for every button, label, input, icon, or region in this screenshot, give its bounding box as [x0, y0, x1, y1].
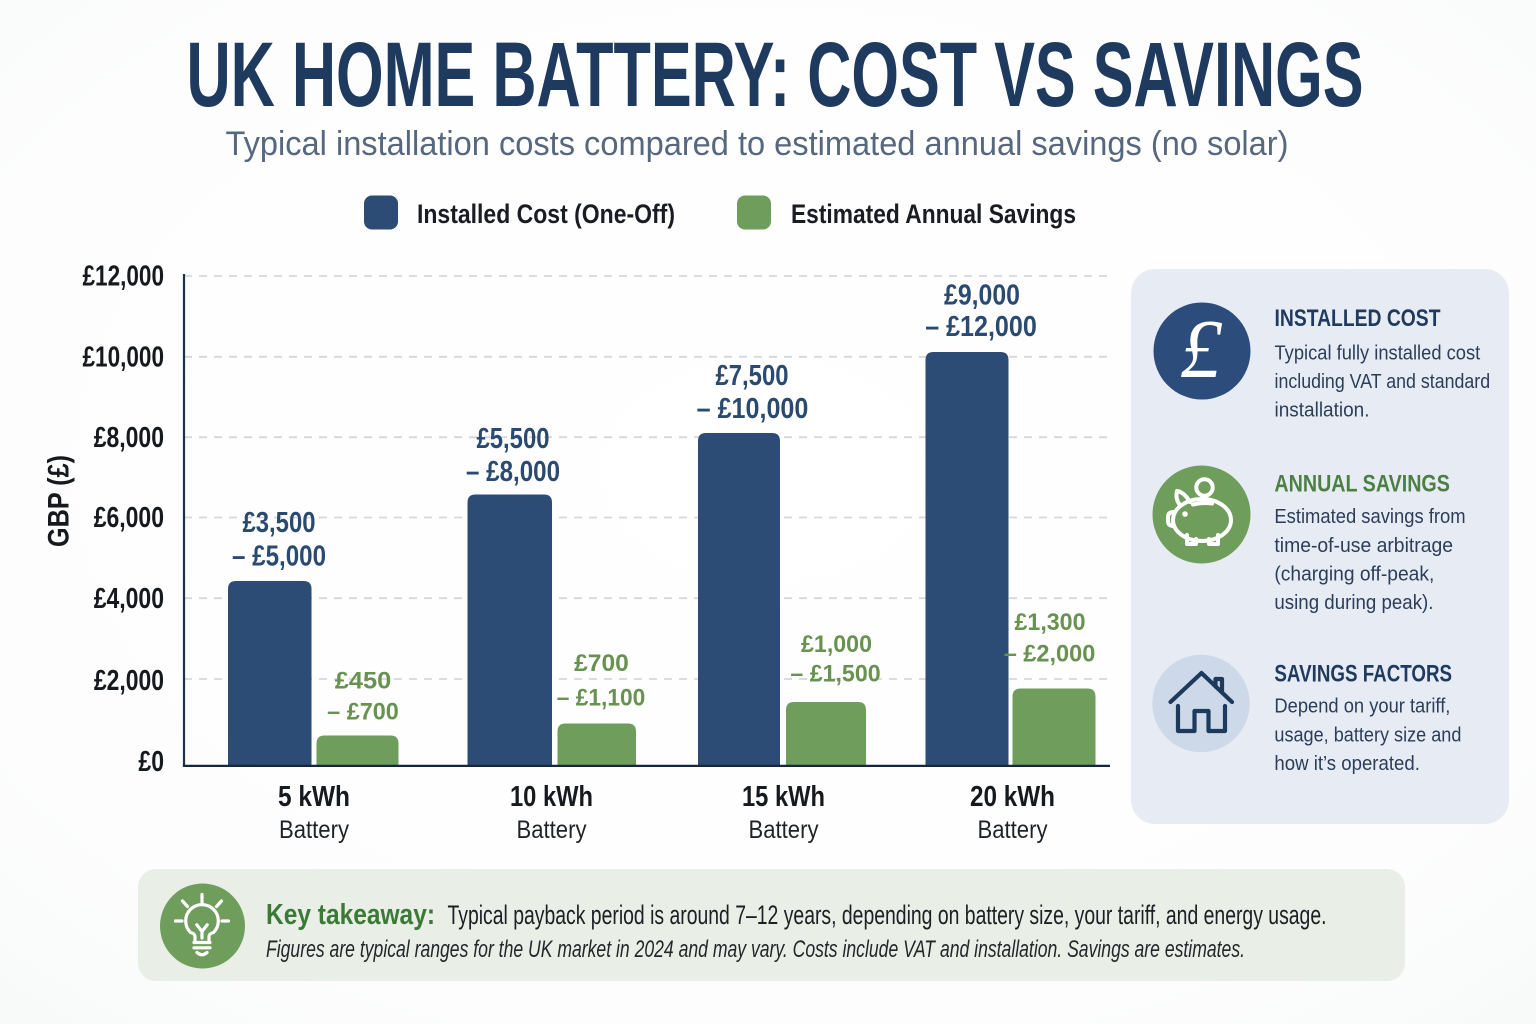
svg-text:£1,000: £1,000 [801, 631, 872, 658]
svg-text:– £2,000: – £2,000 [1004, 641, 1096, 668]
svg-text:– £1,100: – £1,100 [557, 685, 646, 712]
svg-text:Typical installation costs com: Typical installation costs compared to e… [226, 125, 1289, 163]
svg-text:– £12,000: – £12,000 [925, 311, 1037, 343]
svg-text:Figures are typical ranges for: Figures are typical ranges for the UK ma… [266, 936, 1245, 963]
svg-text:Typical payback period is arou: Typical payback period is around 7–12 ye… [448, 900, 1327, 930]
svg-text:£4,000: £4,000 [94, 583, 164, 615]
svg-text:£1,300: £1,300 [1015, 609, 1086, 636]
svg-text:Battery: Battery [517, 816, 587, 844]
svg-text:Estimated Annual Savings: Estimated Annual Savings [791, 199, 1076, 229]
svg-text:£0: £0 [138, 746, 164, 778]
svg-text:using during peak).: using during peak). [1274, 591, 1433, 614]
svg-text:including VAT and standard: including VAT and standard [1275, 370, 1491, 393]
svg-text:– £1,500: – £1,500 [790, 661, 880, 688]
svg-text:Installed Cost (One-Off): Installed Cost (One-Off) [417, 199, 675, 229]
svg-text:time-of-use arbitrage: time-of-use arbitrage [1274, 534, 1453, 557]
svg-text:Battery: Battery [978, 816, 1048, 844]
svg-text:£: £ [1180, 303, 1223, 396]
svg-text:10 kWh: 10 kWh [510, 781, 593, 813]
svg-text:20 kWh: 20 kWh [970, 781, 1055, 813]
svg-text:– £700: – £700 [327, 699, 399, 726]
svg-text:(charging off-peak,: (charging off-peak, [1274, 562, 1434, 585]
svg-text:£7,500: £7,500 [716, 360, 789, 392]
svg-text:installation.: installation. [1275, 399, 1370, 422]
svg-text:£3,500: £3,500 [243, 507, 316, 539]
svg-text:£5,500: £5,500 [477, 423, 550, 455]
svg-text:£8,000: £8,000 [94, 422, 164, 454]
svg-text:– £10,000: – £10,000 [697, 393, 809, 425]
svg-text:£10,000: £10,000 [83, 342, 165, 374]
svg-text:Typical fully installed cost: Typical fully installed cost [1275, 341, 1481, 364]
svg-text:INSTALLED COST: INSTALLED COST [1275, 305, 1441, 332]
svg-text:£450: £450 [335, 668, 392, 695]
svg-text:£9,000: £9,000 [944, 280, 1020, 312]
svg-text:Key takeaway:: Key takeaway: [266, 899, 435, 931]
svg-text:Battery: Battery [279, 816, 349, 844]
svg-text:Battery: Battery [749, 816, 819, 844]
svg-text:GBP (£): GBP (£) [43, 455, 76, 547]
svg-text:SAVINGS FACTORS: SAVINGS FACTORS [1274, 660, 1452, 687]
svg-text:how it’s operated.: how it’s operated. [1274, 752, 1420, 775]
svg-text:£2,000: £2,000 [94, 665, 164, 697]
svg-text:Estimated savings from: Estimated savings from [1274, 505, 1465, 528]
svg-text:£700: £700 [574, 650, 629, 677]
svg-text:UK HOME BATTERY: COST VS SAVIN: UK HOME BATTERY: COST VS SAVINGS [187, 24, 1364, 126]
svg-text:– £5,000: – £5,000 [232, 541, 326, 573]
svg-text:ANNUAL SAVINGS: ANNUAL SAVINGS [1274, 470, 1450, 497]
svg-text:5 kWh: 5 kWh [278, 781, 350, 813]
svg-text:Depend on your tariff,: Depend on your tariff, [1274, 695, 1450, 718]
svg-text:15 kWh: 15 kWh [742, 781, 825, 813]
svg-text:£12,000: £12,000 [83, 261, 165, 293]
svg-text:– £8,000: – £8,000 [466, 456, 560, 488]
svg-text:usage, battery size and: usage, battery size and [1274, 723, 1461, 746]
svg-text:£6,000: £6,000 [94, 502, 164, 534]
